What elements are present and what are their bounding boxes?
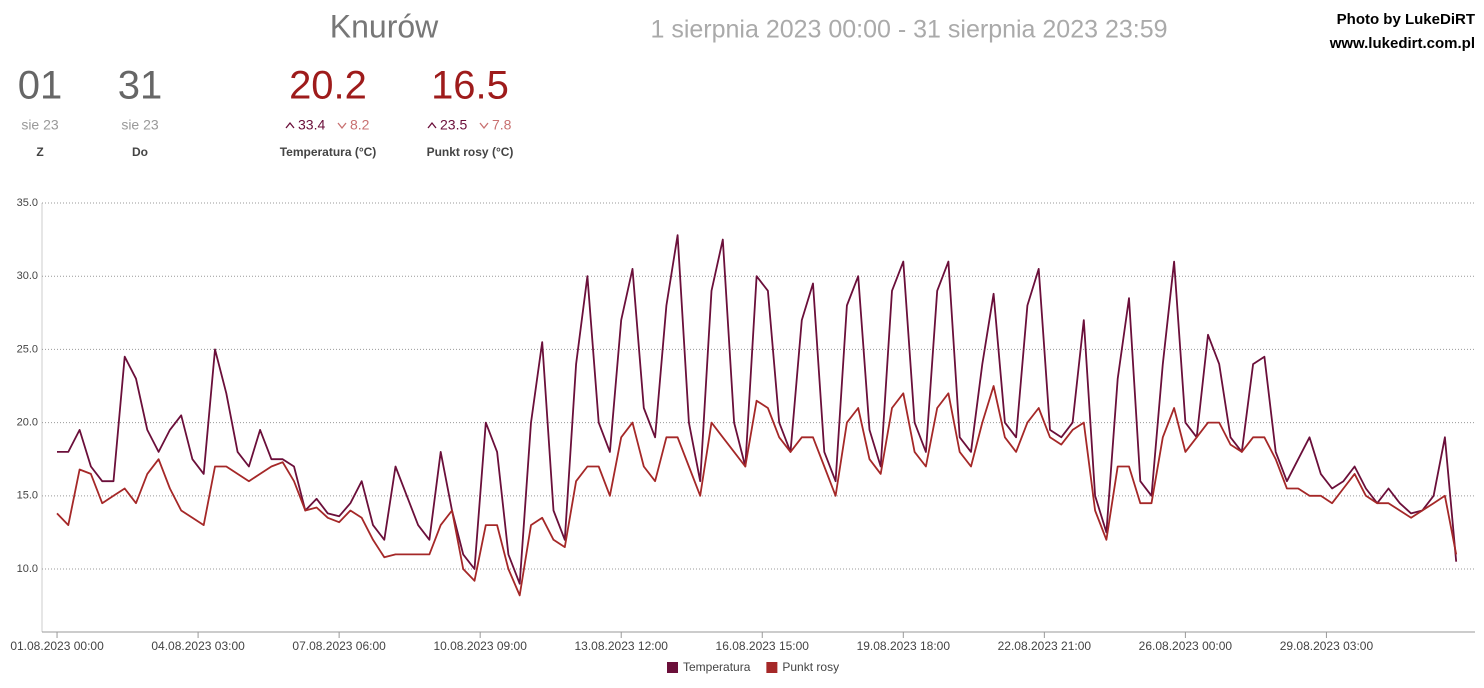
- x-tick-label: 26.08.2023 00:00: [1139, 639, 1233, 653]
- stat-min: 8.2: [350, 117, 370, 133]
- stat-value: 31: [118, 64, 163, 108]
- stat-label: Z: [36, 145, 43, 159]
- stat-label: Punkt rosy (°C): [427, 145, 514, 159]
- legend-label: Punkt rosy: [782, 660, 839, 674]
- stat-sub: sie 23: [121, 117, 159, 133]
- stat-label: Temperatura (°C): [280, 145, 377, 159]
- min-icon: [479, 122, 489, 130]
- x-tick-label: 16.08.2023 15:00: [716, 639, 810, 653]
- legend-label: Temperatura: [683, 660, 751, 674]
- x-tick-label: 29.08.2023 03:00: [1280, 639, 1374, 653]
- series-line: [56, 385, 1458, 597]
- series-line: [57, 234, 1458, 585]
- x-tick-label: 22.08.2023 21:00: [998, 639, 1092, 653]
- min-icon: [337, 122, 347, 130]
- x-tick-label: 04.08.2023 03:00: [151, 639, 245, 653]
- stat-max: 23.5: [440, 117, 467, 133]
- period: 1 sierpnia 2023 00:00 - 31 sierpnia 2023…: [650, 16, 1167, 44]
- y-tick-label: 35.0: [17, 197, 38, 209]
- stat-value: 01: [18, 64, 63, 108]
- x-tick-label: 01.08.2023 00:00: [10, 639, 104, 653]
- y-tick-label: 25.0: [17, 343, 38, 355]
- credit: www.lukedirt.com.pl: [1329, 35, 1475, 52]
- y-tick-label: 10.0: [17, 563, 38, 575]
- y-tick-label: 15.0: [17, 490, 38, 502]
- legend-swatch: [667, 662, 678, 673]
- stat-sub: sie 23: [21, 117, 59, 133]
- max-icon: [427, 121, 437, 129]
- stat-label: Do: [132, 145, 148, 159]
- x-tick-label: 13.08.2023 12:00: [575, 639, 669, 653]
- legend-swatch: [766, 662, 778, 673]
- stat-value: 20.2: [289, 64, 367, 108]
- x-tick-label: 07.08.2023 06:00: [292, 639, 386, 653]
- y-tick-label: 20.0: [17, 417, 38, 429]
- stat-min: 7.8: [492, 117, 512, 133]
- location: Knurów: [330, 8, 439, 44]
- stat-max: 33.4: [298, 117, 325, 133]
- credit: Photo by LukeDiRT: [1337, 11, 1475, 28]
- max-icon: [285, 121, 295, 129]
- x-tick-label: 10.08.2023 09:00: [433, 639, 527, 653]
- stat-value: 16.5: [431, 64, 509, 108]
- y-tick-label: 30.0: [17, 270, 38, 282]
- x-tick-label: 19.08.2023 18:00: [857, 639, 951, 653]
